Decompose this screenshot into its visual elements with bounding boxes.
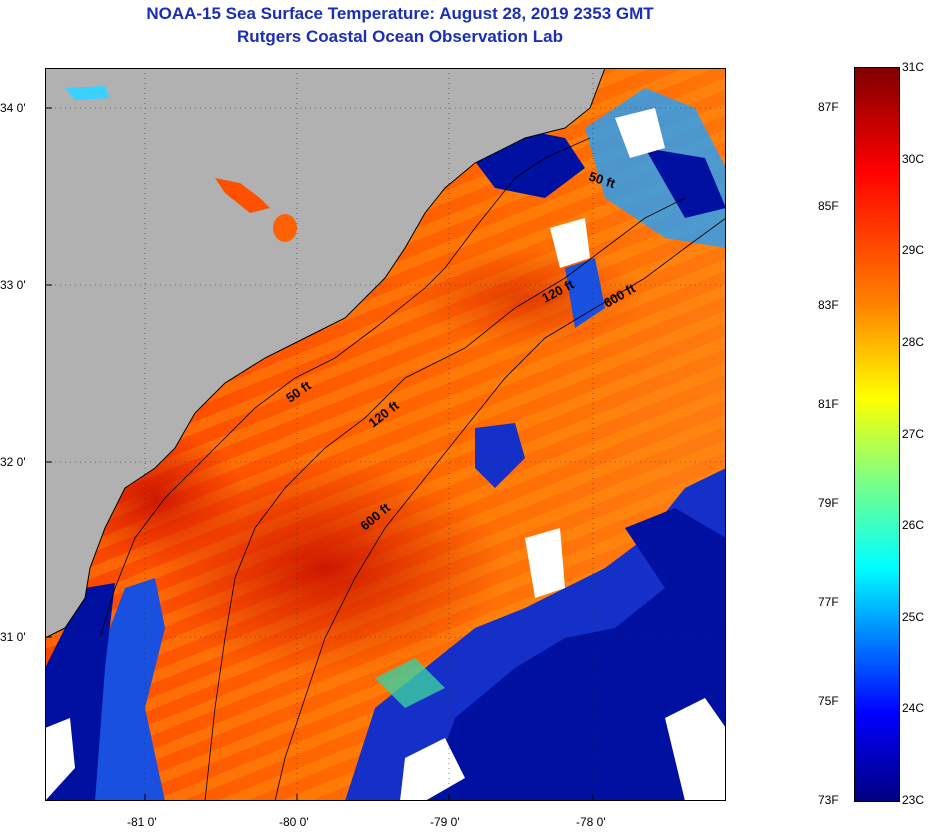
- colorbar-celsius-label: 25C: [902, 609, 925, 624]
- lon-tick-label: -79 0': [430, 815, 460, 829]
- colorbar-fahrenheit-label: 85F: [818, 198, 839, 213]
- lat-tick-label: 33 0': [0, 278, 26, 292]
- tick-marks: [45, 107, 594, 801]
- colorbar-celsius-label: 23C: [902, 793, 925, 807]
- cold-cloud-regions: [45, 88, 726, 801]
- map-title: NOAA-15 Sea Surface Temperature: August …: [146, 4, 654, 23]
- lon-tick-label: -81 0': [127, 815, 157, 829]
- colorbar-fahrenheit-label: 75F: [818, 693, 839, 708]
- contour-50ft: [99, 137, 591, 639]
- cloud-patches: [45, 108, 726, 801]
- temperature-colorbar: [854, 67, 900, 802]
- map-frame: [45, 68, 726, 801]
- sst-map-canvas: 50 ft 50 ft 120 ft 120 ft 600 ft 600 ft: [45, 68, 726, 801]
- lon-tick-label: -80 0': [279, 815, 309, 829]
- lat-tick-label: 32 0': [0, 455, 26, 469]
- colorbar-fahrenheit-label: 79F: [818, 495, 839, 510]
- lat-tick-label: 34 0': [0, 101, 26, 115]
- colorbar-fahrenheit-label: 77F: [818, 594, 839, 609]
- colorbar-celsius-label: 24C: [902, 701, 925, 716]
- inland-water-body: [215, 178, 270, 213]
- colorbar-celsius-label: 26C: [902, 518, 925, 533]
- sst-map: 50 ft 50 ft 120 ft 120 ft 600 ft 600 ft: [45, 68, 726, 801]
- map-subtitle: Rutgers Coastal Ocean Observation Lab: [237, 27, 563, 46]
- inland-lake: [273, 214, 297, 242]
- land-mass: [45, 68, 605, 638]
- colorbar-celsius-label: 29C: [902, 243, 925, 258]
- colorbar-fahrenheit-label: 87F: [818, 99, 839, 114]
- contour-120ft: [204, 197, 686, 801]
- inland-water-small: [65, 86, 110, 100]
- coastline: [45, 68, 606, 639]
- lat-tick-label: 31 0': [0, 630, 26, 644]
- colorbar-celsius-label: 28C: [902, 334, 925, 349]
- lon-tick-label: -78 0': [576, 815, 606, 829]
- colorbar-celsius-label: 31C: [902, 60, 925, 74]
- contour-600ft: [274, 217, 726, 801]
- colorbar-fahrenheit-label: 83F: [818, 297, 839, 312]
- colorbar-fahrenheit-label: 81F: [818, 396, 839, 411]
- colorbar-fahrenheit-label: 73F: [818, 793, 839, 807]
- colorbar-celsius-label: 27C: [902, 426, 925, 441]
- graticule: [45, 68, 726, 801]
- colorbar-celsius-label: 30C: [902, 151, 925, 166]
